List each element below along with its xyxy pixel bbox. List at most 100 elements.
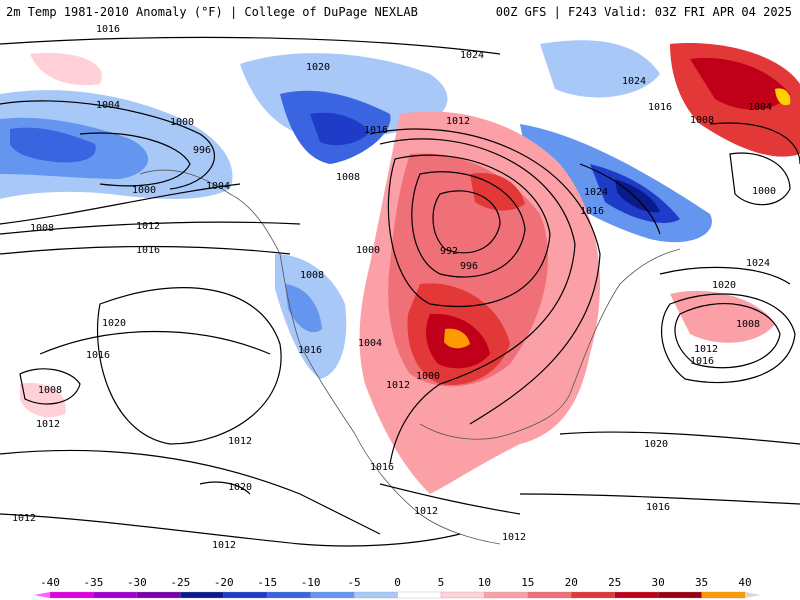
warm-anomaly-greenland-hotspot [775, 88, 791, 106]
isobar-1020-atlantic-high [674, 303, 781, 369]
isobar-label: 1012 [136, 221, 160, 232]
isobar-label: 1012 [414, 506, 438, 517]
colorbar-tick-label: 10 [477, 576, 491, 589]
isobar-label: 1000 [170, 117, 194, 128]
colorbar: -40 -35 -30 -25 -20 -15 -10 -5 0 5 10 15 20 25 30 35 40 [0, 576, 800, 600]
isobar-1024-quebec [579, 163, 661, 235]
isobar-1008-low [387, 154, 551, 308]
cold-anomaly-areas [0, 40, 712, 379]
colorbar-tick-label: 20 [564, 576, 578, 589]
isobar-label: 1016 [298, 345, 322, 356]
colorbar-segment [701, 591, 746, 599]
coastline-north-america-west [279, 253, 501, 545]
isobar-1020-high [96, 287, 282, 445]
isobar-label: 996 [193, 145, 211, 156]
isobar-1000-alaska [79, 132, 191, 187]
isobar-label: 1012 [446, 116, 470, 127]
isobar-label: 1012 [694, 344, 718, 355]
warm-anomaly-texas-hotspot [444, 328, 470, 349]
isobar-label: 1008 [30, 223, 54, 234]
colorbar-tick-label: 35 [694, 576, 709, 589]
colorbar-segment [353, 591, 399, 599]
colorbar-tick-label: 40 [738, 576, 752, 589]
isobar-1000-trough [369, 128, 601, 425]
cold-anomaly-canada-deep [310, 112, 370, 146]
colorbar-segment [571, 591, 616, 599]
colorbar-segment [484, 591, 529, 599]
isobar-label: 1000 [416, 371, 440, 382]
colorbar-high-end [745, 592, 761, 598]
isobar-1016-atlantic [661, 293, 796, 384]
isobar-labels: 1016 1020 1004 1000 996 1000 1008 1012 1… [12, 24, 776, 551]
isobar-label: 1012 [228, 436, 252, 447]
isobar-1024-atlantic [659, 266, 791, 285]
isobar-label: 1024 [584, 187, 608, 198]
warm-anomaly-atlantic [670, 290, 775, 343]
isobar-label: 1020 [712, 280, 736, 291]
isobar-1012-pacific [0, 221, 301, 235]
isobar-1012-low [411, 171, 526, 278]
coastlines [139, 169, 681, 545]
colorbar-segment [397, 591, 442, 599]
isobar-label: 1020 [228, 482, 252, 493]
colorbar-tick-label: -40 [40, 576, 60, 589]
isobar-label: 1016 [86, 350, 110, 361]
isobar-label: 1016 [136, 245, 160, 256]
colorbar-tick-label: -30 [126, 576, 147, 589]
colorbar-segment [49, 591, 95, 599]
isobar-label: 1008 [736, 319, 760, 330]
isobar-label: 1016 [690, 356, 714, 367]
colorbar-segment [223, 591, 268, 599]
isobar-1004-greenland [709, 122, 800, 165]
isobar-1016-pacific [0, 245, 291, 255]
isobar-label: 1000 [356, 245, 380, 256]
isobar-label: 1012 [212, 540, 236, 551]
isobar-label: 1000 [132, 185, 156, 196]
isobar-label: 1024 [746, 258, 770, 269]
isobar-1008-pacific [0, 183, 241, 225]
isobar-label: 1008 [38, 385, 62, 396]
isobar-1004-trough [379, 138, 576, 465]
isobar-label: 1024 [622, 76, 646, 87]
isobar-label: 1008 [690, 115, 714, 126]
colorbar-tick-label: -20 [213, 576, 234, 589]
colorbar-segment [614, 591, 659, 599]
colorbar-segment [136, 591, 181, 599]
anomaly-map: 1016 1020 1004 1000 996 1000 1008 1012 1… [0, 24, 800, 576]
isobar-label: 1016 [370, 462, 394, 473]
colorbar-segment [267, 591, 312, 599]
isobar-label: 1016 [646, 502, 670, 513]
coastline-gulf [419, 393, 571, 440]
colorbar-tick-label: 5 [437, 576, 445, 589]
isobar-label: 996 [460, 261, 478, 272]
isobar-1016-caribbean [519, 493, 800, 505]
isobar-label: 1004 [96, 100, 120, 111]
isobar-label: 1012 [386, 380, 410, 391]
isobar-label: 1020 [102, 318, 126, 329]
cold-anomaly-alaska-deep [10, 127, 96, 163]
isobar-1016-north [0, 36, 501, 55]
valid-time-label: 00Z GFS | F243 Valid: 03Z FRI APR 04 202… [495, 5, 792, 19]
isobar-1004-alaska [0, 100, 215, 190]
isobar-label: 1020 [306, 62, 330, 73]
warm-anomaly-greenland-core [690, 58, 790, 110]
cold-anomaly-greenland [540, 40, 660, 98]
isobar-label: 1016 [580, 206, 604, 217]
warm-anomaly-east-pacific [20, 383, 66, 418]
isobar-1012-gulf [379, 483, 521, 515]
colorbar-tick-label: -5 [347, 576, 361, 589]
isobar-1016-baja [199, 481, 251, 495]
colorbar-tick-label: -15 [257, 576, 278, 589]
isobar-label: 1016 [96, 24, 120, 35]
colorbar-segment [657, 591, 703, 599]
isobar-1012-south [0, 513, 461, 547]
isobar-label: 1008 [336, 172, 360, 183]
coastline-east [569, 248, 681, 395]
isobar-label: 1012 [502, 532, 526, 543]
colorbar-segment [310, 591, 355, 599]
isobar-label: 1004 [748, 102, 772, 113]
isobar-1000-greenland-low [729, 152, 791, 206]
isobar-1012-southwest [0, 449, 381, 535]
isobar-1020-subtropics [559, 431, 800, 445]
